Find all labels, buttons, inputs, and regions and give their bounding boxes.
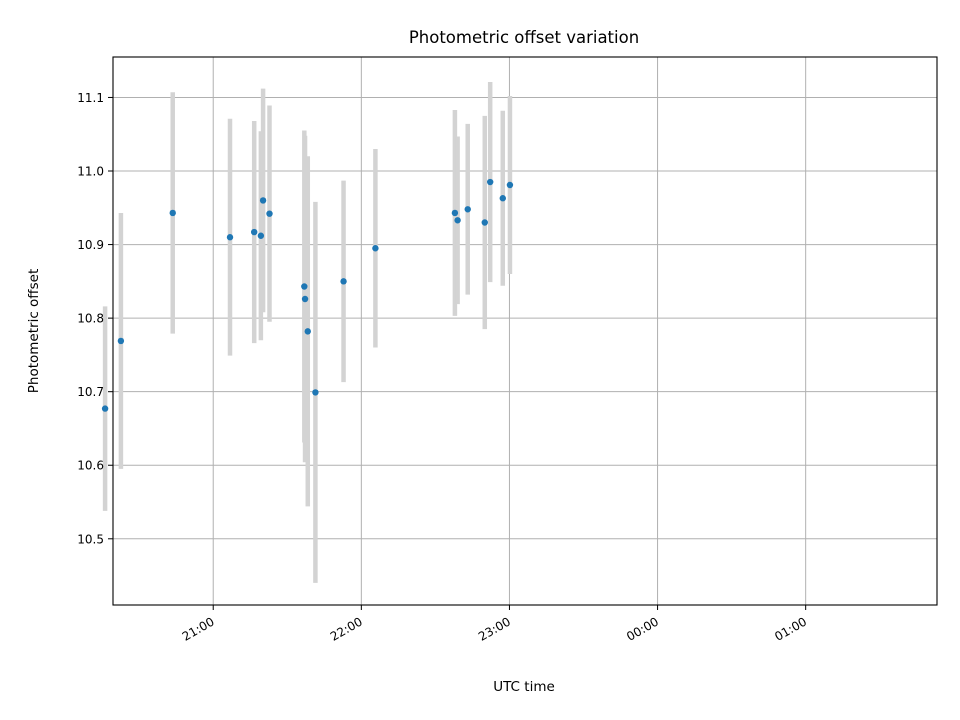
- data-point: [481, 219, 488, 226]
- x-tick-label: 00:00: [624, 614, 661, 643]
- data-point: [169, 209, 176, 217]
- y-axis-label: Photometric offset: [26, 269, 42, 393]
- data-point: [454, 217, 461, 224]
- data-point: [301, 283, 308, 290]
- data-point: [266, 210, 273, 217]
- data-point: [251, 228, 258, 236]
- y-tick-label: 10.5: [77, 532, 104, 546]
- data-points: [101, 178, 514, 412]
- data-point: [226, 234, 234, 241]
- data-point: [451, 209, 459, 217]
- grid: [113, 57, 937, 605]
- data-point: [117, 337, 125, 345]
- data-point: [304, 328, 311, 335]
- x-axis-label: UTC time: [493, 679, 555, 695]
- plot-frame: [112, 56, 938, 606]
- y-tick-label: 10.9: [77, 238, 104, 252]
- data-point: [259, 197, 267, 204]
- x-tick-label: 23:00: [476, 614, 513, 643]
- x-tick-label: 21:00: [180, 614, 217, 643]
- y-tick-label: 11.1: [77, 91, 104, 105]
- x-axis: 21:00 22:00 23:00 00:00 01:00: [180, 605, 809, 644]
- data-point: [301, 295, 309, 303]
- y-tick-label: 10.6: [77, 459, 104, 473]
- chart-title: Photometric offset variation: [409, 28, 639, 47]
- data-point: [257, 232, 265, 239]
- data-point: [101, 405, 109, 412]
- data-point: [499, 195, 506, 202]
- data-point: [506, 181, 514, 189]
- error-bars: [102, 82, 513, 583]
- data-point: [312, 389, 319, 396]
- x-tick-label: 01:00: [772, 614, 809, 643]
- data-point: [486, 178, 494, 186]
- data-point: [464, 206, 471, 213]
- y-tick-label: 10.8: [77, 312, 104, 326]
- data-point: [340, 278, 347, 285]
- y-axis: 10.5 10.6 10.7 10.8 10.9 11.0 11.1: [77, 91, 113, 546]
- x-tick-label: 22:00: [328, 614, 365, 643]
- data-point: [372, 245, 379, 252]
- y-tick-label: 11.0: [77, 165, 104, 179]
- y-tick-label: 10.7: [77, 385, 104, 399]
